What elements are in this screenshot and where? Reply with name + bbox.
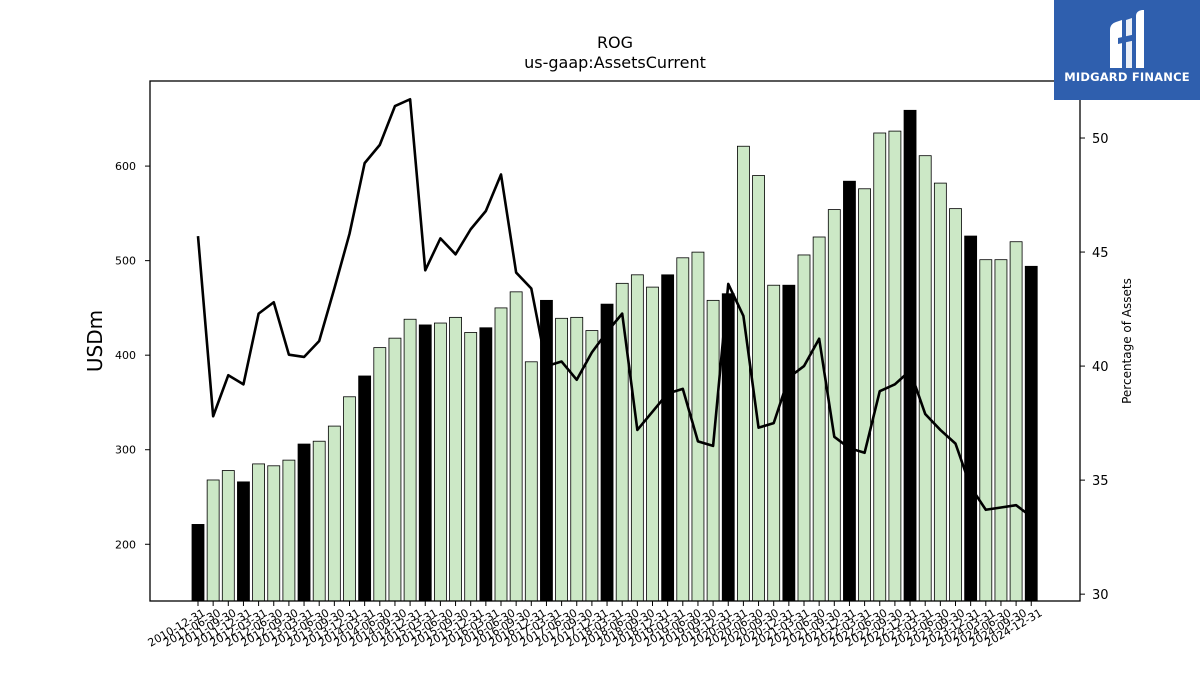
y2-tick-label: 30	[1092, 588, 1109, 603]
bar-quarterly	[676, 257, 690, 602]
bar-annual	[661, 274, 675, 602]
bar-quarterly	[630, 274, 644, 602]
plot-frame	[149, 80, 1081, 602]
brand-logo: MIDGARD FINANCE	[1054, 0, 1200, 100]
bar-quarterly	[373, 347, 387, 602]
y2-axis-label: Percentage of Assets	[1120, 278, 1134, 404]
logo-mark-icon	[1110, 10, 1144, 68]
bar-quarterly	[888, 130, 902, 602]
bar-quarterly	[524, 361, 538, 602]
bar-quarterly	[221, 470, 235, 602]
bar-annual	[297, 443, 311, 602]
bar-annual	[1024, 265, 1038, 602]
bar-quarterly	[449, 316, 462, 602]
y-axis-label: USDm	[83, 310, 107, 372]
bar-quarterly	[494, 307, 508, 602]
bar-quarterly	[388, 337, 402, 602]
bar-quarterly	[1009, 241, 1023, 602]
y2-tick-label: 35	[1092, 474, 1109, 489]
logo-text: MIDGARD FINANCE	[1064, 70, 1190, 84]
bar-quarterly	[433, 322, 447, 602]
bar-quarterly	[812, 236, 826, 602]
bar-quarterly	[646, 286, 659, 602]
bar-annual	[479, 327, 493, 602]
y2-tick-label: 50	[1092, 132, 1109, 147]
y2-tick-label: 45	[1092, 246, 1109, 261]
bar-quarterly	[403, 318, 417, 602]
bar-quarterly	[797, 254, 811, 602]
bar-quarterly	[706, 299, 720, 602]
bar-quarterly	[858, 188, 871, 602]
bar-quarterly	[979, 259, 993, 602]
y2-axis: 30 35 40 45 50	[1080, 132, 1109, 603]
y-tick-label: 400	[115, 349, 136, 362]
bar-quarterly	[252, 463, 266, 602]
bar-annual	[358, 375, 372, 602]
x-axis: 2010-12-312011-06-302011-09-302011-12-31…	[146, 601, 1045, 650]
chart-subtitle: us-gaap:AssetsCurrent	[524, 53, 706, 72]
y-tick-label: 600	[115, 160, 136, 173]
bar-annual	[964, 235, 978, 602]
bar-annual	[191, 524, 205, 602]
bar-annual	[843, 180, 856, 602]
bar-quarterly	[994, 259, 1008, 602]
bar-quarterly	[933, 182, 947, 602]
bar-annual	[600, 303, 614, 602]
bar-annual	[237, 481, 250, 602]
bar-quarterly	[949, 208, 962, 602]
bar-quarterly	[918, 155, 932, 602]
bar-annual	[782, 284, 796, 602]
bar-quarterly	[282, 459, 296, 602]
percentage-line	[196, 97, 1033, 518]
line-series	[196, 97, 1033, 518]
bar-annual	[418, 324, 432, 602]
bar-quarterly	[585, 330, 599, 602]
y-tick-label: 500	[115, 255, 136, 268]
bar-quarterly	[737, 145, 750, 602]
bar-quarterly	[267, 465, 281, 602]
y-tick-label: 200	[115, 538, 136, 551]
y-axis: 200 300 400 500 600	[115, 160, 150, 551]
bar-annual	[903, 109, 917, 602]
bar-quarterly	[312, 440, 326, 602]
bar-quarterly	[615, 282, 629, 602]
bar-quarterly	[873, 132, 887, 602]
bar-series	[191, 109, 1038, 602]
bar-quarterly	[767, 284, 781, 602]
bar-quarterly	[327, 425, 341, 602]
y-tick-label: 300	[115, 444, 136, 457]
bar-quarterly	[206, 479, 220, 602]
y2-tick-label: 40	[1092, 360, 1109, 375]
bar-quarterly	[509, 291, 523, 602]
bar-quarterly	[464, 332, 478, 602]
chart-title: ROG	[597, 33, 633, 52]
bar-quarterly	[343, 396, 356, 602]
bar-quarterly	[570, 316, 584, 602]
